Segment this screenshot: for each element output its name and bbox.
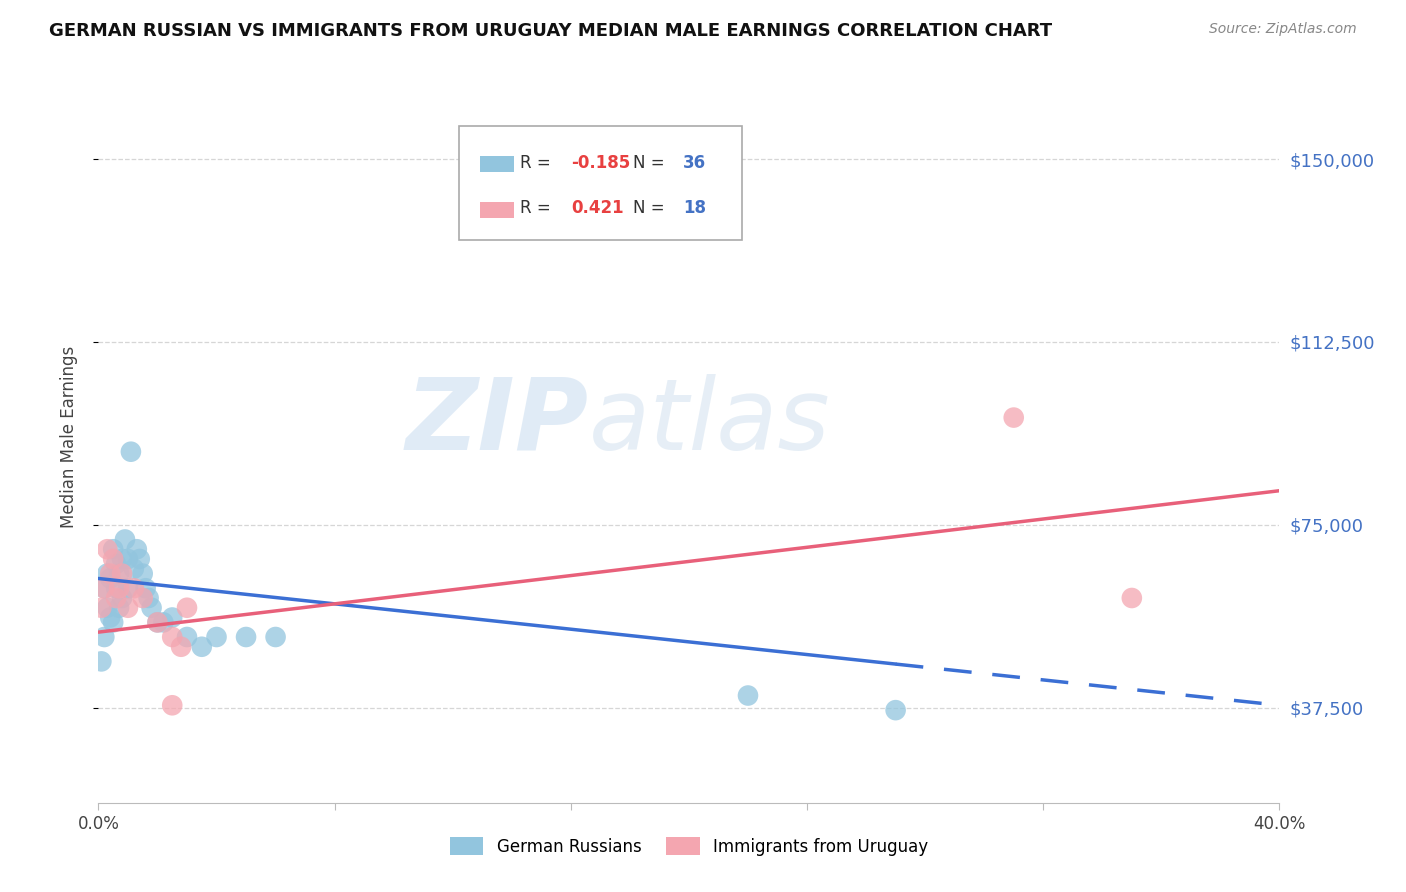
- Point: [264, 630, 287, 644]
- Point: [162, 630, 183, 644]
- Point: [98, 572, 121, 586]
- Text: Source: ZipAtlas.com: Source: ZipAtlas.com: [1209, 22, 1357, 37]
- Point: [105, 581, 128, 595]
- Y-axis label: Median Male Earnings: Median Male Earnings: [59, 346, 77, 528]
- Point: [132, 566, 155, 581]
- Text: N =: N =: [634, 154, 671, 172]
- Point: [117, 581, 139, 595]
- Point: [235, 630, 257, 644]
- Point: [884, 703, 907, 717]
- Point: [108, 566, 131, 581]
- Point: [737, 689, 759, 703]
- Point: [93, 581, 115, 595]
- Text: atlas: atlas: [589, 374, 830, 471]
- Text: 18: 18: [683, 199, 706, 218]
- Point: [105, 557, 128, 571]
- Point: [108, 581, 131, 595]
- Point: [117, 600, 139, 615]
- Text: 36: 36: [683, 154, 706, 172]
- FancyBboxPatch shape: [479, 202, 515, 218]
- Text: N =: N =: [634, 199, 671, 218]
- Point: [111, 566, 134, 581]
- Point: [170, 640, 193, 654]
- Point: [146, 615, 169, 630]
- Point: [122, 581, 145, 595]
- Point: [138, 591, 160, 605]
- Text: R =: R =: [520, 154, 555, 172]
- Point: [98, 566, 121, 581]
- Point: [122, 562, 145, 576]
- Point: [132, 591, 155, 605]
- Point: [117, 552, 139, 566]
- Point: [108, 600, 131, 615]
- Point: [176, 630, 198, 644]
- FancyBboxPatch shape: [479, 156, 515, 172]
- Point: [103, 542, 125, 557]
- Point: [93, 581, 115, 595]
- Text: 0.421: 0.421: [571, 199, 623, 218]
- Point: [205, 630, 228, 644]
- Point: [152, 615, 174, 630]
- Point: [103, 615, 125, 630]
- Point: [1121, 591, 1143, 605]
- Point: [90, 600, 112, 615]
- Point: [90, 654, 112, 668]
- Point: [162, 610, 183, 624]
- Point: [128, 552, 150, 566]
- Point: [120, 444, 142, 458]
- Point: [1002, 410, 1025, 425]
- Text: -0.185: -0.185: [571, 154, 630, 172]
- Point: [176, 600, 198, 615]
- FancyBboxPatch shape: [458, 126, 742, 240]
- Point: [96, 542, 118, 557]
- Point: [96, 600, 118, 615]
- Point: [141, 600, 163, 615]
- Point: [111, 591, 134, 605]
- Point: [105, 591, 128, 605]
- Point: [93, 630, 115, 644]
- Point: [162, 698, 183, 713]
- Text: ZIP: ZIP: [405, 374, 589, 471]
- Text: R =: R =: [520, 199, 555, 218]
- Point: [98, 610, 121, 624]
- Point: [114, 533, 136, 547]
- Point: [111, 552, 134, 566]
- Point: [125, 542, 148, 557]
- Point: [191, 640, 214, 654]
- Point: [135, 581, 157, 595]
- Legend: German Russians, Immigrants from Uruguay: German Russians, Immigrants from Uruguay: [441, 830, 936, 864]
- Point: [146, 615, 169, 630]
- Point: [96, 566, 118, 581]
- Point: [103, 552, 125, 566]
- Text: GERMAN RUSSIAN VS IMMIGRANTS FROM URUGUAY MEDIAN MALE EARNINGS CORRELATION CHART: GERMAN RUSSIAN VS IMMIGRANTS FROM URUGUA…: [49, 22, 1052, 40]
